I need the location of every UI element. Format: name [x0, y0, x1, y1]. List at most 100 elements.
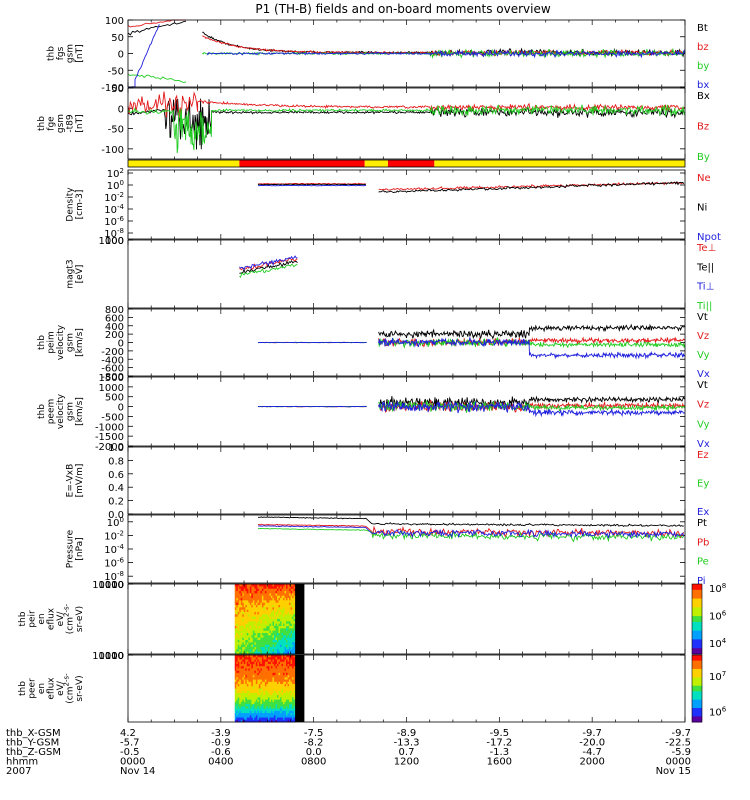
heatmap-cell — [246, 628, 249, 632]
heatmap-cell — [242, 621, 245, 625]
heatmap-cell — [280, 598, 282, 601]
heatmap-cell — [234, 661, 237, 665]
heatmap-cell — [257, 679, 260, 683]
heatmap-cell — [258, 668, 261, 672]
heatmap-cell — [266, 609, 269, 613]
mode-bar-segment — [128, 160, 240, 167]
panel-frame — [127, 446, 686, 515]
heatmap-cell — [283, 635, 285, 639]
heatmap-cell — [272, 586, 275, 590]
heatmap-cell — [292, 651, 294, 655]
heatmap-cell — [252, 607, 255, 611]
heatmap-cell — [248, 605, 251, 608]
heatmap-cell — [292, 717, 294, 721]
heatmap-cell — [234, 598, 237, 601]
heatmap-cell — [261, 584, 264, 587]
heatmap-cell — [283, 612, 285, 615]
heatmap-cell — [270, 692, 273, 696]
heatmap-cell — [254, 666, 257, 669]
heatmap-cell — [252, 659, 255, 663]
heatmap-cell — [278, 584, 281, 587]
heatmap-cell — [290, 584, 293, 587]
heatmap-cell — [278, 684, 281, 687]
heatmap-cell — [258, 649, 261, 653]
heatmap-cell — [246, 713, 249, 716]
heatmap-cell — [276, 586, 279, 590]
heatmap-cell — [234, 677, 237, 680]
heatmap-cell — [278, 704, 281, 707]
heatmap-cell — [248, 637, 251, 641]
heatmap-cell — [290, 628, 293, 632]
heatmap-cell — [276, 651, 279, 655]
heatmap-cell — [237, 644, 240, 648]
heatmap-cell — [273, 605, 276, 608]
heatmap-cell — [264, 630, 267, 634]
legend-entry: Pi — [697, 576, 706, 587]
heatmap-cell — [257, 616, 260, 620]
heatmap-cell — [264, 659, 267, 663]
heatmap-cell — [255, 649, 258, 653]
heatmap-cell — [278, 706, 281, 709]
heatmap-cell — [234, 626, 237, 629]
heatmap-cell — [284, 642, 287, 646]
heatmap-cell — [240, 670, 243, 674]
heatmap-cell — [234, 690, 237, 694]
heatmap-cell — [290, 713, 293, 716]
heatmap-cell — [245, 684, 248, 687]
heatmap-cell — [263, 595, 266, 599]
heatmap-cell — [248, 600, 251, 604]
series-line-Bx — [127, 98, 686, 150]
heatmap-cell — [236, 690, 239, 694]
heatmap-cell — [255, 588, 258, 592]
heatmap-cell — [292, 657, 294, 660]
heatmap-cell — [251, 616, 254, 620]
heatmap-cell — [257, 715, 260, 718]
x-row-value: -0.9 — [211, 738, 231, 749]
heatmap-cell — [273, 708, 276, 712]
heatmap-cell — [260, 598, 263, 601]
heatmap-cell — [257, 621, 260, 625]
heatmap-cell — [237, 598, 240, 601]
heatmap-cell — [248, 588, 251, 592]
heatmap-cell — [264, 681, 267, 685]
heatmap-cell — [240, 621, 243, 625]
heatmap-cell — [237, 619, 240, 622]
heatmap-cell — [283, 600, 285, 604]
heatmap-cell — [254, 609, 257, 613]
heatmap-cell — [270, 614, 273, 618]
heatmap-cell — [261, 695, 264, 698]
heatmap-cell — [240, 681, 243, 685]
heatmap-cell — [261, 614, 264, 618]
heatmap-cell — [257, 612, 260, 615]
heatmap-cell — [287, 672, 290, 676]
heatmap-fill — [295, 655, 305, 722]
heatmap-cell — [255, 663, 258, 667]
heatmap-cell — [284, 706, 287, 709]
heatmap-cell — [290, 681, 293, 685]
heatmap-cell — [249, 690, 252, 694]
heatmap-cell — [275, 609, 278, 613]
y-tick-label: 500 — [105, 393, 124, 404]
heatmap-cell — [290, 609, 293, 613]
heatmap-cell — [269, 677, 272, 680]
heatmap-cell — [263, 602, 266, 606]
heatmap-cell — [258, 600, 261, 604]
y-axis-label: [km/s] — [75, 328, 85, 357]
heatmap-cell — [276, 619, 279, 622]
heatmap-cell — [266, 640, 269, 643]
heatmap-cell — [239, 672, 242, 676]
heatmap-cell — [261, 612, 264, 615]
heatmap-cell — [239, 668, 242, 672]
heatmap-cell — [260, 692, 263, 696]
heatmap-cell — [286, 586, 288, 590]
heatmap-cell — [286, 640, 288, 643]
heatmap-cell — [293, 701, 296, 705]
heatmap-cell — [267, 644, 270, 648]
heatmap-cell — [260, 586, 263, 590]
heatmap-cell — [272, 655, 275, 658]
heatmap-cell — [243, 684, 246, 687]
heatmap-cell — [260, 633, 263, 636]
heatmap-cell — [280, 651, 282, 655]
heatmap-cell — [263, 695, 266, 698]
heatmap-cell — [242, 675, 245, 678]
